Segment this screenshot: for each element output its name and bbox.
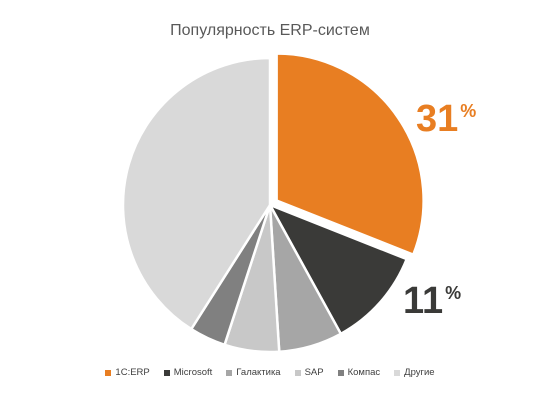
data-label-suffix: % <box>460 101 477 121</box>
legend-label: Другие <box>404 367 435 378</box>
legend-swatch <box>394 369 401 376</box>
data-label-value: 31 <box>416 98 459 140</box>
legend-label: Компас <box>347 367 381 378</box>
pie-slice-microsoft <box>268 203 408 336</box>
chart-title: Популярность ERP-систем <box>170 22 370 39</box>
pie-slice-другие <box>121 56 272 331</box>
legend-item: SAP <box>294 367 324 378</box>
legend-swatch <box>163 369 170 376</box>
legend-swatch <box>294 369 301 376</box>
data-label-value: 11 <box>403 280 444 322</box>
legend-item: Microsoft <box>163 367 213 378</box>
legend-label: Microsoft <box>173 367 213 378</box>
legend-item: 1С:ERP <box>105 367 150 378</box>
legend-label: 1С:ERP <box>115 367 150 378</box>
legend-label: Галактика <box>236 367 281 378</box>
legend-swatch <box>337 369 344 376</box>
legend-item: Галактика <box>226 367 281 378</box>
pie-slice-1с-erp <box>275 52 425 256</box>
legend-swatch <box>105 369 112 376</box>
data-label-microsoft: 11% <box>403 282 461 320</box>
data-label-1c-erp: 31% <box>416 100 476 138</box>
data-label-suffix: % <box>445 283 462 303</box>
legend-label: SAP <box>304 367 324 378</box>
chart-legend: 1С:ERP Microsoft Галактика SAP Компас Другие <box>0 367 540 378</box>
legend-item: Компас <box>337 367 381 378</box>
legend-swatch <box>226 369 233 376</box>
legend-item: Другие <box>394 367 435 378</box>
